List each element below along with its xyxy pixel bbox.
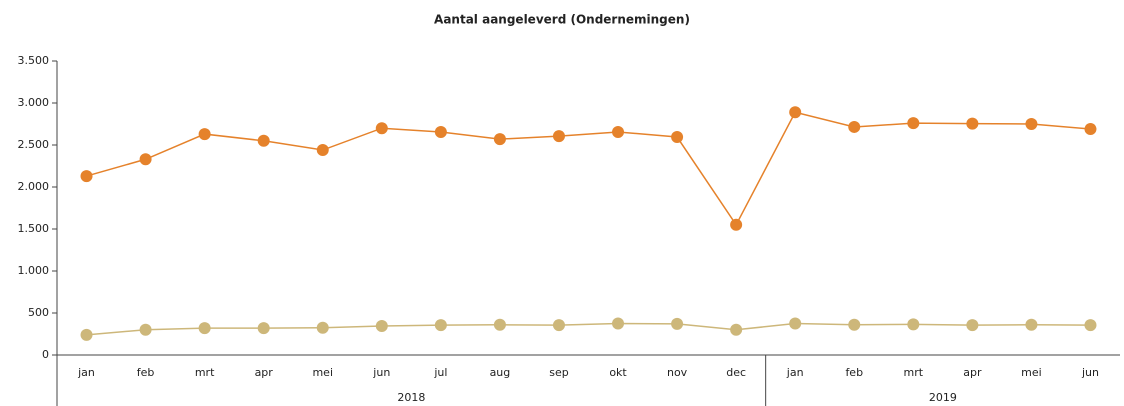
point [730, 218, 743, 231]
point [1025, 118, 1038, 130]
y-tick-label: 1.500 [18, 222, 50, 235]
y-tick-label: 1.000 [18, 264, 50, 277]
x-tick-label: apr [255, 366, 274, 379]
x-tick-label: mei [312, 366, 333, 379]
point [80, 170, 93, 183]
point [966, 117, 979, 130]
x-tick-label: jun [1081, 366, 1099, 379]
x-tick-label: nov [667, 366, 688, 379]
x-tick-label: jan [786, 366, 804, 379]
y-tick-label: 2.000 [18, 180, 50, 193]
point [375, 320, 388, 333]
point [493, 133, 506, 146]
point [139, 323, 152, 336]
point [552, 319, 565, 332]
point [257, 134, 270, 147]
point [434, 125, 447, 138]
point [848, 318, 861, 331]
point [848, 120, 861, 133]
point [1084, 123, 1097, 136]
x-tick-label: mrt [195, 366, 215, 379]
series-line [86, 322, 1091, 336]
point [257, 322, 270, 335]
point [493, 318, 506, 331]
point [80, 328, 93, 341]
point [552, 130, 565, 143]
point [198, 322, 211, 335]
point [198, 128, 211, 141]
series-line [86, 111, 1091, 227]
x-tick-label: sep [549, 366, 568, 379]
group-label: 2018 [397, 391, 425, 404]
y-tick-label: 500 [28, 306, 49, 319]
point [671, 131, 684, 144]
y-tick-label: 0 [42, 348, 49, 361]
point [1025, 318, 1038, 331]
x-tick-label: jul [433, 366, 447, 379]
chart-title: Aantal aangeleverd (Ondernemingen) [434, 13, 690, 27]
point [966, 319, 979, 332]
point [907, 318, 920, 331]
point [789, 317, 802, 330]
point [612, 317, 625, 330]
point [434, 319, 447, 332]
point [1084, 319, 1097, 332]
point [375, 122, 388, 135]
x-tick-label: feb [137, 366, 155, 379]
x-tick-label: aug [490, 366, 511, 379]
x-tick-label: apr [963, 366, 982, 379]
x-tick-label: okt [609, 366, 627, 379]
point [730, 323, 743, 336]
point [316, 321, 329, 334]
x-tick-label: feb [845, 366, 863, 379]
x-tick-label: mrt [904, 366, 924, 379]
x-tick-label: dec [726, 366, 746, 379]
y-tick-label: 2.500 [18, 138, 50, 151]
point [907, 117, 920, 130]
x-tick-label: mei [1021, 366, 1042, 379]
point [789, 106, 802, 119]
y-tick-label: 3.500 [18, 54, 50, 67]
y-tick-label: 3.000 [18, 96, 50, 109]
point [316, 144, 329, 157]
point [139, 153, 152, 166]
x-tick-label: jan [77, 366, 95, 379]
point [671, 317, 684, 330]
group-label: 2019 [929, 391, 957, 404]
x-tick-label: jun [372, 366, 390, 379]
point [612, 125, 625, 138]
